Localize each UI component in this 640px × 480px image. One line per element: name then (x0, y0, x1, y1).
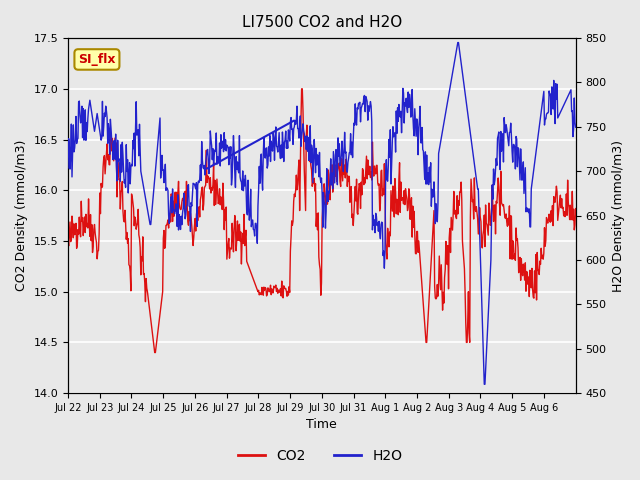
Legend: CO2, H2O: CO2, H2O (232, 443, 408, 468)
X-axis label: Time: Time (307, 419, 337, 432)
Y-axis label: CO2 Density (mmol/m3): CO2 Density (mmol/m3) (15, 140, 28, 291)
Title: LI7500 CO2 and H2O: LI7500 CO2 and H2O (242, 15, 402, 30)
Y-axis label: H2O Density (mmol/m3): H2O Density (mmol/m3) (612, 140, 625, 292)
Text: SI_flx: SI_flx (78, 53, 116, 66)
